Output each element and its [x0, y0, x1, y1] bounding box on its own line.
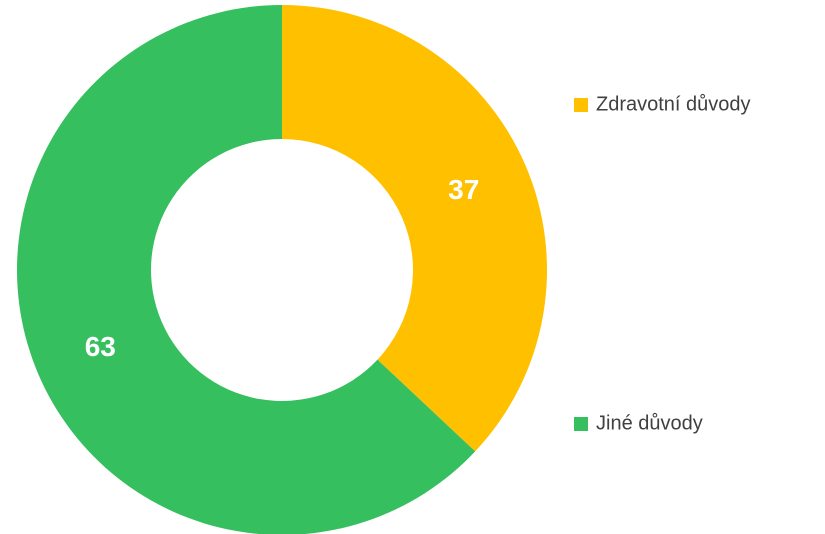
data-label: 63 — [85, 331, 116, 362]
legend-label: Jiné důvody — [596, 412, 703, 434]
legend-swatch — [574, 98, 588, 112]
legend-swatch — [574, 417, 588, 431]
donut-slice — [282, 5, 547, 452]
legend-label: Zdravotní důvody — [596, 93, 751, 115]
data-label: 37 — [448, 174, 479, 205]
donut-slice — [17, 5, 476, 534]
